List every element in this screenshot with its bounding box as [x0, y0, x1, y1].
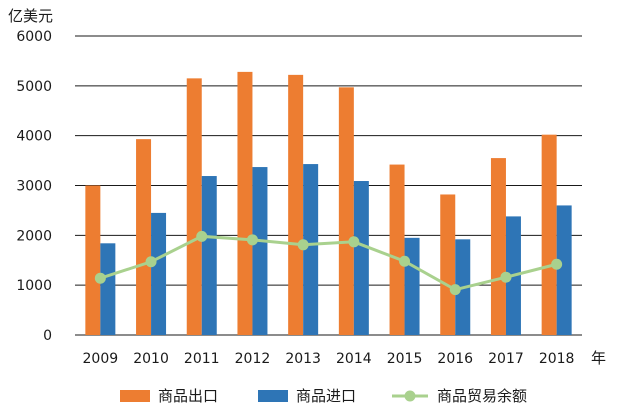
legend-label-import: 商品进口	[296, 387, 356, 405]
y-tick-label: 2000	[16, 228, 52, 244]
bar-import-2012	[252, 167, 268, 335]
x-tick-label: 2011	[184, 351, 220, 367]
y-tick-label: 3000	[16, 179, 52, 195]
bar-export-2015	[389, 164, 405, 335]
bar-import-2018	[556, 205, 572, 335]
x-tick-label: 2010	[133, 351, 169, 367]
y-tick-label: 5000	[16, 79, 52, 95]
y-tick-label: 6000	[16, 29, 52, 45]
bar-import-2015	[404, 237, 420, 335]
bar-export-2017	[490, 158, 506, 335]
bar-export-2009	[85, 185, 101, 335]
balance-line-layer	[94, 230, 563, 296]
bar-export-2010	[136, 139, 152, 335]
bar-import-2013	[303, 164, 319, 335]
balance-point-2013	[297, 239, 309, 251]
bar-export-2011	[186, 78, 202, 335]
balance-point-2010	[145, 256, 157, 268]
x-tick-label: 2013	[285, 351, 321, 367]
balance-point-2014	[348, 236, 360, 248]
balance-point-2011	[196, 230, 208, 242]
legend: 商品出口 商品进口 商品贸易余额	[120, 387, 527, 405]
bars	[85, 71, 572, 336]
bar-import-2010	[151, 212, 167, 335]
bar-export-2016	[440, 194, 456, 335]
balance-line	[99, 234, 558, 292]
y-tick-label: 0	[43, 328, 52, 344]
y-tick-label: 1000	[16, 278, 52, 294]
bar-export-2014	[338, 87, 354, 335]
balance-point-2009	[94, 272, 106, 284]
y-axis-ticks: 0 1000 2000 3000 4000 5000 6000	[16, 29, 52, 344]
x-tick-label: 2015	[387, 351, 423, 367]
bar-export-2012	[237, 71, 253, 335]
y-axis-unit-label: 亿美元	[8, 7, 53, 25]
y-tick-label: 4000	[16, 129, 52, 145]
x-axis-unit-label: 年	[591, 349, 606, 367]
bar-import-2009	[100, 243, 116, 335]
x-tick-label: 2014	[336, 351, 372, 367]
x-tick-label: 2018	[539, 351, 575, 367]
bar-export-2013	[288, 74, 304, 336]
balance-point-2016	[449, 284, 461, 296]
legend-marker-balance	[404, 390, 416, 402]
x-tick-label: 2012	[235, 351, 271, 367]
bar-import-2011	[201, 176, 217, 335]
legend-swatch-export	[120, 390, 150, 402]
legend-swatch-import	[258, 390, 288, 402]
balance-point-2012	[246, 234, 258, 246]
legend-label-balance: 商品贸易余额	[437, 387, 527, 405]
legend-label-export: 商品出口	[158, 387, 218, 405]
balance-point-2017	[500, 271, 512, 283]
x-tick-label: 2009	[83, 351, 119, 367]
balance-point-2015	[399, 255, 411, 267]
x-tick-label: 2017	[488, 351, 524, 367]
bar-export-2018	[541, 134, 557, 335]
bar-import-2014	[353, 181, 369, 335]
x-axis-ticks: 2009 2010 2011 2012 2013 2014 2015 2016 2017 2018	[83, 351, 575, 367]
balance-point-2018	[551, 258, 563, 270]
x-tick-label: 2016	[437, 351, 473, 367]
